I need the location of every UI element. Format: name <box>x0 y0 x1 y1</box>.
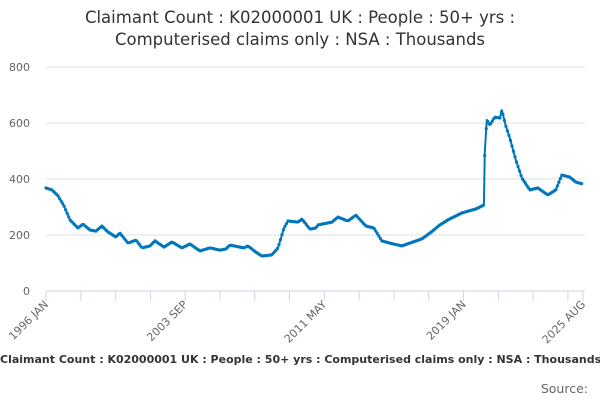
series-line-group <box>44 109 584 258</box>
data-point <box>525 184 529 188</box>
data-point <box>502 118 506 122</box>
data-point <box>498 116 502 120</box>
data-point <box>284 221 289 226</box>
data-point <box>64 208 68 212</box>
data-point <box>504 124 508 128</box>
y-tick-label: 0 <box>23 285 30 298</box>
data-point <box>579 182 584 186</box>
data-point <box>558 176 562 181</box>
x-tick-label: 2011 MAY <box>282 298 330 346</box>
data-point <box>281 228 286 232</box>
data-point <box>510 144 514 148</box>
data-point <box>283 224 287 228</box>
data-point <box>489 121 493 126</box>
data-point <box>554 188 558 192</box>
data-point <box>522 179 526 183</box>
chart-title-line-1: Claimant Count : K02000001 UK : People :… <box>84 8 516 27</box>
y-axis: 0 200 400 600 800 <box>9 61 30 298</box>
x-tick-label: 2019 JAN <box>424 298 469 343</box>
data-point <box>486 119 490 124</box>
data-point <box>483 154 487 158</box>
data-point <box>56 194 60 198</box>
data-point <box>277 243 281 247</box>
data-point <box>555 184 559 188</box>
data-point <box>67 215 71 219</box>
y-tick-label: 600 <box>9 117 30 130</box>
x-axis: 1996 JAN 2003 SEP 2011 MAY 2019 JAN 2025 AUG <box>6 290 589 347</box>
data-point <box>484 127 488 131</box>
data-point <box>58 196 62 201</box>
data-point <box>61 202 65 206</box>
data-point <box>517 169 522 173</box>
data-point <box>59 199 63 203</box>
footer-title: Claimant Count : K02000001 UK : People :… <box>0 353 600 366</box>
data-point <box>378 236 382 241</box>
series-line <box>45 109 584 257</box>
y-tick-label: 400 <box>9 173 30 186</box>
y-tick-label: 800 <box>9 61 30 74</box>
data-point <box>65 211 69 215</box>
data-point <box>372 227 376 231</box>
data-point <box>490 119 494 123</box>
data-point <box>505 129 510 133</box>
chart-title: Claimant Count : K02000001 UK : People :… <box>0 7 600 51</box>
x-tick-label: 2003 SEP <box>144 298 190 344</box>
data-point <box>513 155 517 159</box>
data-point <box>523 181 528 186</box>
data-point <box>481 203 485 207</box>
data-point <box>520 177 525 181</box>
source-label: Source: <box>540 381 588 396</box>
data-point <box>62 204 66 208</box>
chart-title-line-2: Computerised claims only : NSA : Thousan… <box>114 30 486 49</box>
data-point <box>375 231 379 236</box>
data-point <box>519 173 523 178</box>
y-tick-label: 200 <box>9 229 30 242</box>
data-point <box>280 233 284 237</box>
data-point <box>511 149 516 153</box>
data-point <box>507 133 511 137</box>
data-point <box>508 138 513 142</box>
grid-lines <box>46 66 585 236</box>
data-point <box>374 229 378 233</box>
data-point <box>377 234 381 238</box>
x-tick-label: 2025 AUG <box>540 298 589 347</box>
data-point <box>557 180 561 184</box>
data-point <box>516 164 520 169</box>
data-point <box>275 246 280 251</box>
data-point <box>278 238 283 242</box>
data-point <box>514 160 519 164</box>
x-tick-label: 1996 JAN <box>6 298 51 343</box>
data-point <box>501 112 505 116</box>
